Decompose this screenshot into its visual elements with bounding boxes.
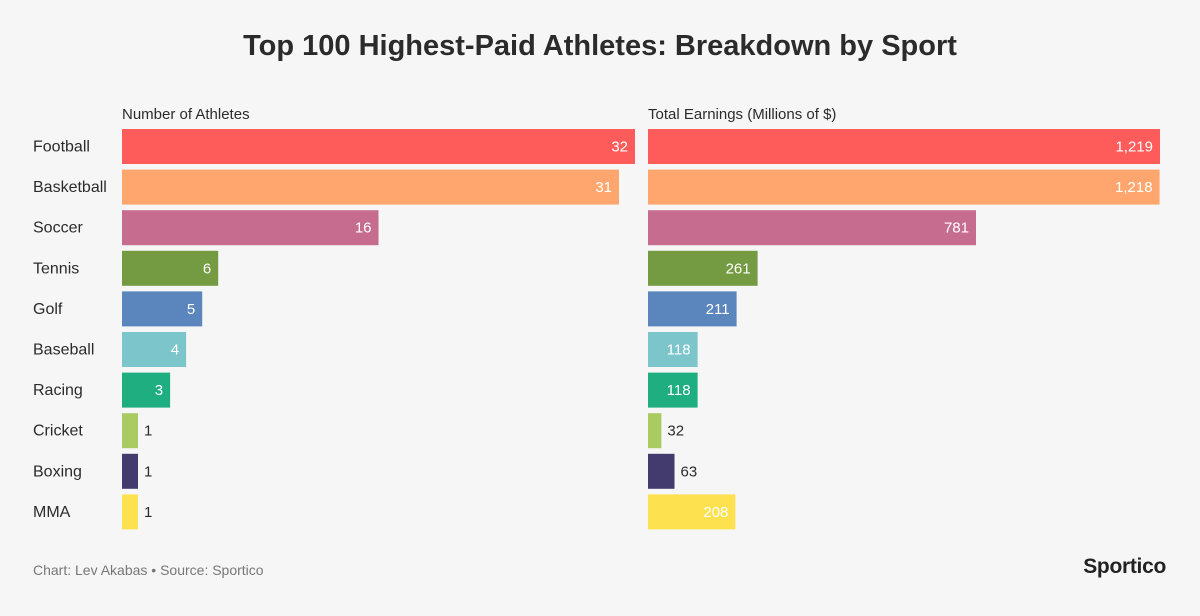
category-label: Basketball — [33, 179, 107, 196]
category-label: Football — [33, 139, 90, 156]
bar — [648, 169, 1160, 205]
bar — [648, 210, 976, 246]
bar — [122, 372, 171, 408]
bar — [648, 453, 675, 489]
source-credit: Chart: Lev Akabas • Source: Sportico — [33, 562, 264, 578]
bar — [122, 494, 138, 530]
category-label: MMA — [33, 504, 71, 521]
bar — [122, 332, 187, 367]
bar-value-label: 31 — [595, 179, 612, 196]
category-label: Baseball — [33, 342, 94, 359]
category-label: Tennis — [33, 260, 79, 277]
bar — [648, 250, 758, 286]
bar-value-label: 16 — [355, 220, 372, 237]
bar-value-label: 208 — [703, 504, 728, 521]
bar-value-label: 1 — [144, 504, 152, 521]
category-label: Racing — [33, 382, 83, 399]
bar — [648, 372, 698, 408]
bar — [648, 413, 662, 449]
bar-value-label: 32 — [667, 423, 684, 440]
category-label: Boxing — [33, 463, 82, 480]
bar — [122, 453, 138, 489]
bar — [648, 332, 698, 367]
bar-value-label: 261 — [726, 260, 751, 277]
category-label: Golf — [33, 301, 63, 318]
bar-value-label: 63 — [681, 463, 698, 480]
chart-title: Top 100 Highest-Paid Athletes: Breakdown… — [243, 30, 957, 62]
bar — [122, 291, 203, 327]
bar-value-label: 1 — [144, 463, 152, 480]
bar-value-label: 4 — [171, 342, 179, 359]
bar-value-label: 781 — [944, 220, 969, 237]
bar-value-label: 118 — [667, 382, 691, 399]
bar-value-label: 6 — [203, 260, 211, 277]
bar — [122, 250, 219, 286]
bar-value-label: 118 — [667, 342, 691, 359]
bar-value-label: 5 — [187, 301, 195, 318]
bar-value-label: 1,218 — [1115, 179, 1153, 196]
panel-title: Number of Athletes — [122, 106, 250, 123]
bar — [122, 210, 379, 246]
category-label: Cricket — [33, 423, 83, 440]
bar-value-label: 1,219 — [1115, 139, 1153, 156]
bar-value-label: 3 — [155, 382, 163, 399]
bar — [122, 413, 138, 449]
bar — [122, 129, 635, 164]
brand-logo: Sportico — [1083, 555, 1166, 578]
category-label: Soccer — [33, 220, 83, 237]
bar-value-label: 211 — [706, 301, 730, 318]
bar-value-label: 1 — [144, 423, 152, 440]
bar — [648, 129, 1160, 164]
bar-value-label: 32 — [611, 139, 628, 156]
bar — [122, 169, 619, 205]
bar — [648, 291, 737, 327]
panel-title: Total Earnings (Millions of $) — [648, 106, 836, 123]
bar — [648, 494, 736, 530]
